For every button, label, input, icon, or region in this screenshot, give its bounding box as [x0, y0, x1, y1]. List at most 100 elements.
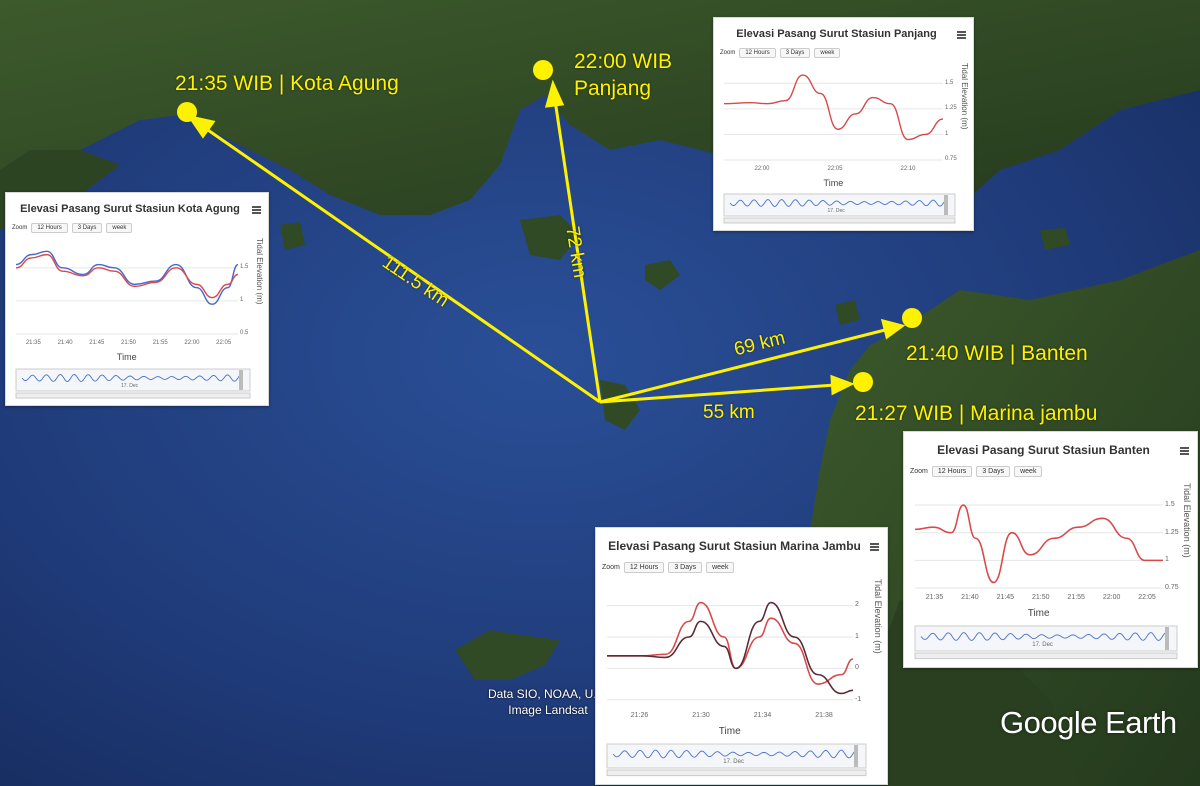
- zoom-button-12-hours[interactable]: 12 Hours: [31, 223, 68, 233]
- station-marker-panjang[interactable]: [533, 60, 553, 80]
- zoom-button-week[interactable]: week: [1014, 466, 1043, 477]
- zoom-button-12-hours[interactable]: 12 Hours: [931, 466, 973, 477]
- station-label-banten: 21:40 WIB | Banten: [906, 342, 1088, 365]
- y-tick-label: -1: [855, 695, 862, 703]
- x-tick-label: 22:10: [900, 166, 916, 172]
- navigator-date-label: 17. Dec: [723, 759, 744, 765]
- arrow-banten: [599, 328, 886, 404]
- zoom-button-3-days[interactable]: 3 Days: [668, 562, 703, 573]
- y-axis-title: Tidal Elevation (m): [255, 238, 264, 305]
- zoom-button-3-days[interactable]: 3 Days: [976, 466, 1011, 477]
- x-axis-title: Time: [718, 726, 741, 737]
- navigator-series: [612, 749, 858, 759]
- x-axis-title: Time: [1027, 608, 1050, 619]
- y-tick-label: 1.25: [1165, 528, 1179, 536]
- x-tick-label: 21:45: [996, 594, 1015, 601]
- y-tick-label: 0.75: [945, 156, 957, 163]
- x-tick-label: 21:40: [57, 340, 73, 346]
- island: [455, 630, 560, 680]
- zoom-button-3-days[interactable]: 3 Days: [71, 223, 103, 233]
- y-tick-label: 1.5: [945, 79, 954, 86]
- chart-plot: [15, 250, 251, 399]
- chart-panel-marina-jambu: Elevasi Pasang Surut Stasiun Marina Jamb…: [595, 527, 888, 785]
- x-tick-label: 22:00: [184, 340, 200, 346]
- chart-title: Elevasi Pasang Surut Stasiun Kota Agung: [20, 203, 240, 215]
- series-line-0: [607, 601, 854, 685]
- chart-menu-icon[interactable]: [1180, 447, 1189, 455]
- x-tick-label: 21:35: [25, 340, 41, 346]
- station-label-panjang-name: Panjang: [574, 77, 652, 100]
- navigator-series: [729, 199, 948, 207]
- station-marker-banten[interactable]: [902, 308, 922, 328]
- chart-panel-kota-agung: Elevasi Pasang Surut Stasiun Kota Agung Z…: [5, 192, 269, 406]
- x-axis-title: Time: [823, 178, 844, 188]
- x-tick-label: 21:35: [925, 594, 944, 601]
- arrow-kota-agung: [204, 126, 601, 404]
- y-axis-title: Tidal Elevation (m): [1182, 483, 1192, 558]
- x-tick-label: 21:34: [753, 712, 772, 719]
- x-tick-label: 22:00: [754, 166, 770, 172]
- google-earth-logo: Google Earth: [1000, 705, 1177, 740]
- navigator-scrollbar[interactable]: [723, 217, 956, 224]
- zoom-button-week[interactable]: week: [106, 223, 133, 233]
- x-tick-label: 21:26: [630, 712, 649, 719]
- x-tick-label: 21:50: [1032, 594, 1050, 601]
- attribution-line-2: Image Landsat: [508, 703, 588, 717]
- chart-plot: [723, 74, 956, 224]
- navigator-series: [920, 632, 1169, 641]
- arrow-marina-jambu: [599, 383, 836, 404]
- x-tick-label: 21:50: [121, 340, 137, 346]
- navigator-handle[interactable]: [1165, 627, 1169, 650]
- navigator-handle[interactable]: [239, 370, 243, 390]
- y-tick-label: 0.5: [240, 330, 249, 337]
- navigator-scrollbar[interactable]: [606, 769, 867, 777]
- zoom-controls: Zoom 12 Hours 3 Days week: [910, 466, 1043, 477]
- x-tick-label: 22:00: [1102, 594, 1121, 601]
- x-tick-label: 21:40: [961, 594, 979, 601]
- zoom-controls: Zoom 12 Hours 3 Days week: [12, 223, 133, 233]
- navigator-scrollbar[interactable]: [914, 652, 1178, 660]
- zoom-button-12-hours[interactable]: 12 Hours: [623, 562, 665, 573]
- island: [1040, 228, 1070, 250]
- chart-menu-icon[interactable]: [252, 206, 261, 214]
- station-label-kota-agung: 21:35 WIB | Kota Agung: [175, 72, 399, 95]
- zoom-button-week[interactable]: week: [814, 48, 841, 58]
- chart-plot: [606, 601, 867, 777]
- navigator-handle[interactable]: [854, 745, 858, 767]
- x-tick-label: 22:05: [827, 166, 843, 172]
- zoom-button-12-hours[interactable]: 12 Hours: [739, 48, 776, 58]
- zoom-controls: Zoom 12 Hours 3 Days week: [602, 562, 735, 573]
- y-tick-label: 2: [855, 601, 859, 609]
- chart-title: Elevasi Pasang Surut Stasiun Marina Jamb…: [608, 539, 861, 553]
- arrow-panjang: [553, 99, 602, 403]
- chart-panel-panjang: Elevasi Pasang Surut Stasiun Panjang Zoom…: [713, 17, 974, 231]
- chart-menu-icon[interactable]: [870, 543, 879, 551]
- navigator-handle[interactable]: [944, 195, 948, 215]
- zoom-label: Zoom: [720, 50, 736, 56]
- island: [280, 222, 305, 250]
- zoom-label: Zoom: [12, 225, 28, 231]
- x-tick-label: 21:45: [89, 340, 105, 346]
- y-tick-label: 0: [855, 664, 859, 672]
- arrowhead-marina-jambu: [830, 374, 855, 396]
- chart-menu-icon[interactable]: [957, 31, 966, 39]
- arrowhead-kota-agung: [186, 114, 216, 139]
- zoom-label: Zoom: [910, 468, 928, 475]
- series-line-0: [723, 74, 944, 141]
- x-tick-label: 22:05: [216, 340, 232, 346]
- navigator-date-label: 17. Dec: [120, 383, 139, 389]
- station-marker-marina-jambu[interactable]: [853, 372, 873, 392]
- station-label-marina-jambu: 21:27 WIB | Marina jambu: [855, 402, 1098, 425]
- y-tick-label: 1: [855, 632, 859, 640]
- zoom-button-week[interactable]: week: [706, 562, 735, 573]
- series-line-1: [15, 253, 239, 299]
- x-tick-label: 22:05: [1138, 594, 1156, 601]
- series-line-1: [607, 601, 854, 695]
- x-tick-label: 21:30: [692, 712, 710, 719]
- island: [600, 380, 640, 430]
- distance-label-marina-jambu: 55 km: [703, 402, 755, 423]
- station-marker-kota-agung[interactable]: [177, 102, 197, 122]
- navigator-scrollbar[interactable]: [15, 392, 251, 399]
- series-line-0: [15, 250, 239, 305]
- zoom-button-3-days[interactable]: 3 Days: [779, 48, 811, 58]
